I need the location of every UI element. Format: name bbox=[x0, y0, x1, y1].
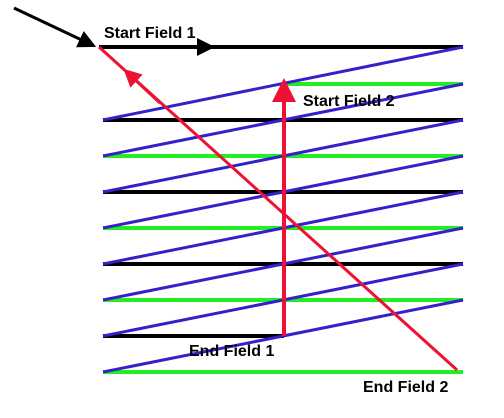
label-end-field-2: End Field 2 bbox=[363, 379, 448, 396]
label-end-field-1: End Field 1 bbox=[189, 343, 274, 360]
pointer-arrows bbox=[13, 6, 215, 56]
vertical-retrace-lines bbox=[97, 45, 459, 372]
label-start-field-1: Start Field 1 bbox=[104, 25, 196, 42]
label-start-field-2: Start Field 2 bbox=[303, 93, 395, 110]
start-pointer-arrow bbox=[13, 6, 97, 48]
vertical-retrace-arrow-mid bbox=[123, 68, 162, 105]
